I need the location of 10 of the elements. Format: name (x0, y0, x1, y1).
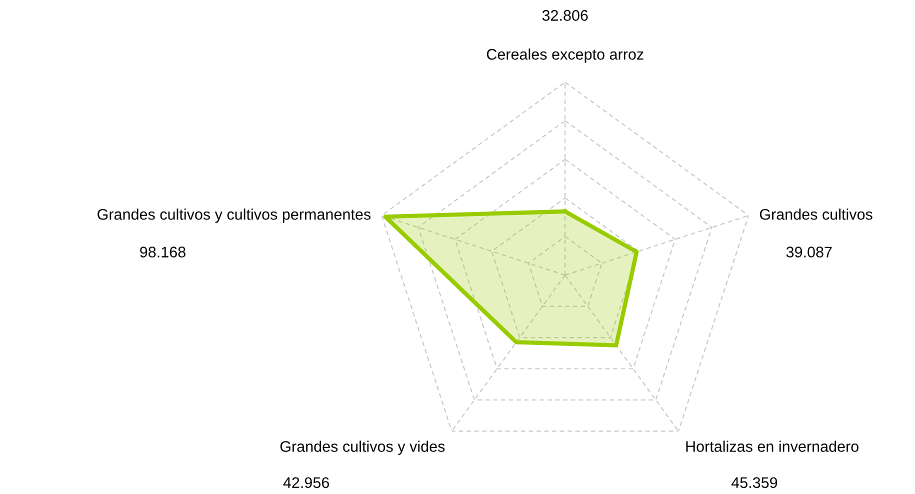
spoke-label: Grandes cultivos (760, 208, 872, 220)
spoke-label: Cereales excepto arroz (486, 48, 644, 63)
spoke-label: Grandes cultivos y cultivos permanentes (98, 208, 371, 223)
spoke-label: Grandes cultivos y vides (280, 440, 445, 455)
text: 32.806 (542, 10, 588, 21)
text: 98.168 (140, 246, 186, 258)
text: 39.087 (786, 246, 832, 258)
spoke-label: Hortalizas en invernadero (686, 440, 858, 452)
text: 42.956 (283, 477, 329, 488)
text: 45.359 (731, 477, 778, 488)
